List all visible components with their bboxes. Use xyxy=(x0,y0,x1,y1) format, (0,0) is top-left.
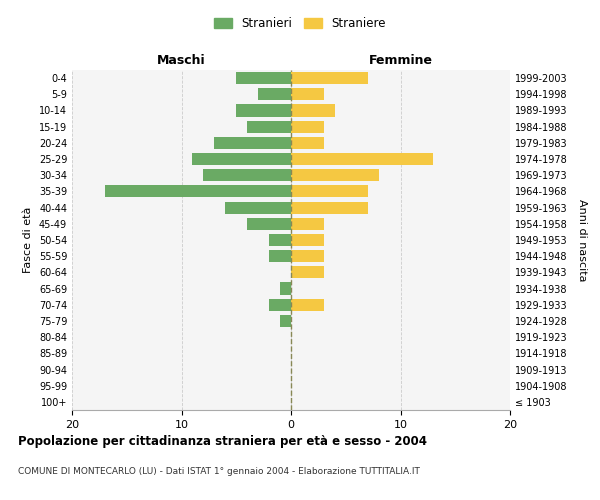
Y-axis label: Anni di nascita: Anni di nascita xyxy=(577,198,587,281)
Bar xyxy=(291,234,324,246)
Bar xyxy=(291,266,324,278)
Bar xyxy=(236,72,291,84)
Bar xyxy=(291,218,324,230)
Bar xyxy=(291,88,324,101)
Bar xyxy=(193,153,291,165)
Bar xyxy=(236,104,291,117)
Bar xyxy=(269,250,291,262)
Y-axis label: Fasce di età: Fasce di età xyxy=(23,207,33,273)
Bar xyxy=(105,186,291,198)
Bar xyxy=(291,169,379,181)
Bar xyxy=(291,137,324,149)
Bar xyxy=(214,137,291,149)
Legend: Stranieri, Straniere: Stranieri, Straniere xyxy=(211,14,389,34)
Text: Popolazione per cittadinanza straniera per età e sesso - 2004: Popolazione per cittadinanza straniera p… xyxy=(18,435,427,448)
Text: Femmine: Femmine xyxy=(368,54,433,67)
Bar xyxy=(247,120,291,132)
Text: Maschi: Maschi xyxy=(157,54,206,67)
Bar xyxy=(226,202,291,213)
Bar xyxy=(291,250,324,262)
Bar xyxy=(291,120,324,132)
Bar xyxy=(269,298,291,311)
Bar xyxy=(258,88,291,101)
Bar xyxy=(291,186,368,198)
Bar xyxy=(269,234,291,246)
Text: COMUNE DI MONTECARLO (LU) - Dati ISTAT 1° gennaio 2004 - Elaborazione TUTTITALIA: COMUNE DI MONTECARLO (LU) - Dati ISTAT 1… xyxy=(18,468,420,476)
Bar xyxy=(291,153,433,165)
Bar xyxy=(291,104,335,117)
Bar xyxy=(291,72,368,84)
Bar xyxy=(291,202,368,213)
Bar xyxy=(203,169,291,181)
Bar xyxy=(280,282,291,294)
Bar xyxy=(280,315,291,327)
Bar xyxy=(247,218,291,230)
Bar xyxy=(291,298,324,311)
